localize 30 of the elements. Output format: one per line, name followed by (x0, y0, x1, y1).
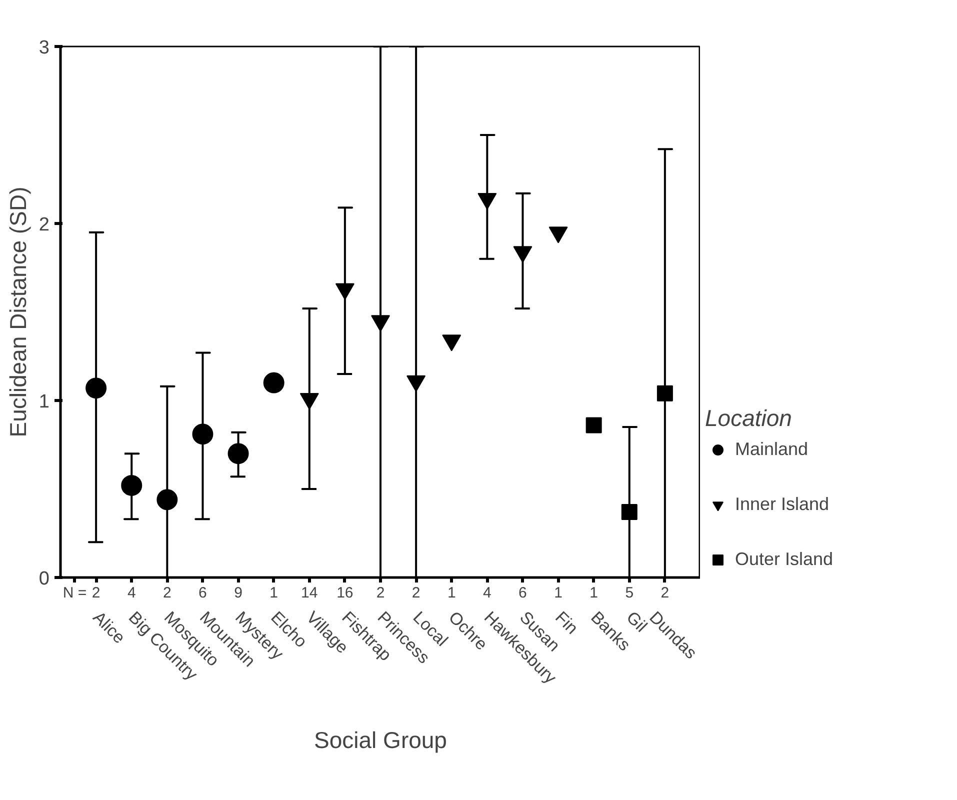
text: 6 (198, 584, 207, 602)
x-axis-title: Social Group (314, 727, 447, 754)
text: 1 (554, 584, 562, 602)
text: 2 (92, 584, 100, 602)
text: 16 (336, 584, 354, 602)
text: 2 (162, 584, 172, 602)
text: 14 (301, 584, 318, 602)
legend-label: Inner Island (735, 494, 830, 515)
legend-title: Location (705, 405, 793, 432)
text: 9 (234, 584, 242, 602)
text: 4 (127, 584, 136, 602)
x-tick-label: Gil (622, 608, 651, 636)
y-tick-label: 1 (38, 392, 50, 412)
text: 2 (376, 584, 385, 602)
text: 5 (625, 584, 634, 602)
x-tick-label: Fin (552, 608, 582, 638)
legend-label: Outer Island (735, 549, 834, 570)
text: 4 (482, 584, 492, 602)
text: 2 (412, 584, 420, 602)
text: 6 (518, 584, 527, 602)
y-tick-label: 0 (38, 568, 50, 590)
text: 1 (447, 584, 456, 602)
legend-label: Mainland (735, 439, 808, 460)
text: 1 (590, 584, 598, 602)
text: N = (62, 584, 87, 602)
text: 2 (660, 584, 670, 602)
y-tick-label: 2 (38, 214, 50, 236)
y-tick-label: 3 (38, 38, 50, 58)
text: 1 (270, 584, 278, 602)
y-axis-title: Euclidean Distance (SD) (4, 186, 31, 438)
